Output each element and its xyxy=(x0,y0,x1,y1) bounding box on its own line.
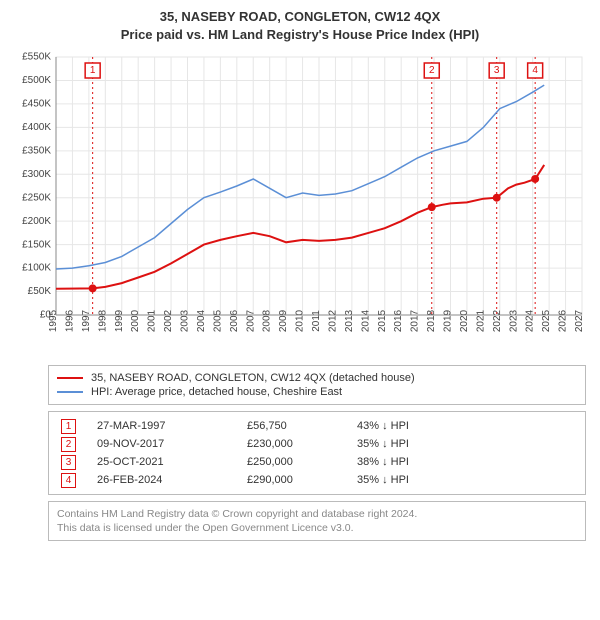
y-axis-label: £250K xyxy=(22,192,51,203)
event-dot xyxy=(531,175,539,183)
x-axis-label: 2019 xyxy=(443,310,454,333)
transaction-marker: 4 xyxy=(61,473,76,488)
y-axis-label: £50K xyxy=(28,286,52,297)
transaction-marker: 1 xyxy=(61,419,76,434)
transaction-marker: 2 xyxy=(61,437,76,452)
event-marker-number: 1 xyxy=(90,65,96,76)
y-axis-label: £100K xyxy=(22,263,51,274)
x-axis-label: 2020 xyxy=(459,310,470,333)
x-axis-label: 2027 xyxy=(574,310,585,333)
chart-area: £0£50K£100K£150K£200K£250K£300K£350K£400… xyxy=(10,49,590,359)
x-axis-label: 2011 xyxy=(311,310,322,332)
x-axis-label: 2026 xyxy=(558,310,569,333)
transaction-date: 09-NOV-2017 xyxy=(93,435,243,453)
x-axis-label: 2007 xyxy=(245,310,256,333)
x-axis-label: 1999 xyxy=(114,310,125,333)
x-axis-label: 2012 xyxy=(327,310,338,333)
down-arrow-icon: ↓ xyxy=(382,438,388,450)
y-axis-label: £200K xyxy=(22,216,51,227)
x-axis-label: 2009 xyxy=(278,310,289,333)
transaction-delta: 43% ↓ HPI xyxy=(353,417,577,435)
x-axis-label: 2002 xyxy=(163,310,174,333)
transaction-date: 26-FEB-2024 xyxy=(93,471,243,489)
x-axis-label: 1995 xyxy=(48,310,59,333)
event-dot xyxy=(493,194,501,202)
event-dot xyxy=(89,284,97,292)
transaction-row: 4 26-FEB-2024£290,00035% ↓ HPI xyxy=(57,471,577,489)
legend-swatch xyxy=(57,391,83,393)
legend-box: 35, NASEBY ROAD, CONGLETON, CW12 4QX (de… xyxy=(48,365,586,405)
x-axis-label: 2000 xyxy=(130,310,141,333)
x-axis-label: 2025 xyxy=(541,310,552,333)
x-axis-label: 2004 xyxy=(196,310,207,333)
x-axis-label: 2005 xyxy=(212,310,223,333)
x-axis-label: 1996 xyxy=(64,310,75,333)
x-axis-label: 2003 xyxy=(180,310,191,333)
x-axis-label: 2015 xyxy=(377,310,388,333)
x-axis-label: 2001 xyxy=(147,310,158,333)
down-arrow-icon: ↓ xyxy=(382,456,388,468)
chart-title-line1: 35, NASEBY ROAD, CONGLETON, CW12 4QX xyxy=(10,8,590,26)
transaction-price: £56,750 xyxy=(243,417,353,435)
legend-swatch xyxy=(57,377,83,379)
transaction-price: £250,000 xyxy=(243,453,353,471)
transactions-table: 1 27-MAR-1997£56,75043% ↓ HPI 2 09-NOV-2017… xyxy=(57,417,577,489)
event-marker-number: 2 xyxy=(429,65,435,76)
legend-label: HPI: Average price, detached house, Ches… xyxy=(91,386,342,398)
legend-label: 35, NASEBY ROAD, CONGLETON, CW12 4QX (de… xyxy=(91,372,415,384)
x-axis-label: 2006 xyxy=(229,310,240,333)
transactions-box: 1 27-MAR-1997£56,75043% ↓ HPI 2 09-NOV-2017… xyxy=(48,411,586,495)
transaction-price: £290,000 xyxy=(243,471,353,489)
attribution-box: Contains HM Land Registry data © Crown c… xyxy=(48,501,586,541)
transaction-delta: 35% ↓ HPI xyxy=(353,471,577,489)
down-arrow-icon: ↓ xyxy=(382,474,388,486)
x-axis-label: 2008 xyxy=(262,310,273,333)
y-axis-label: £300K xyxy=(22,169,51,180)
legend-row: 35, NASEBY ROAD, CONGLETON, CW12 4QX (de… xyxy=(57,371,577,385)
y-axis-label: £500K xyxy=(22,75,51,86)
y-axis-label: £550K xyxy=(22,52,51,63)
x-axis-label: 2014 xyxy=(360,310,371,333)
event-marker-number: 3 xyxy=(494,65,500,76)
x-axis-label: 2022 xyxy=(492,310,503,333)
transaction-delta: 35% ↓ HPI xyxy=(353,435,577,453)
transaction-row: 2 09-NOV-2017£230,00035% ↓ HPI xyxy=(57,435,577,453)
down-arrow-icon: ↓ xyxy=(382,420,388,432)
x-axis-label: 2010 xyxy=(295,310,306,333)
legend-row: HPI: Average price, detached house, Ches… xyxy=(57,385,577,399)
transaction-date: 25-OCT-2021 xyxy=(93,453,243,471)
chart-title-line2: Price paid vs. HM Land Registry's House … xyxy=(10,26,590,44)
x-axis-label: 2017 xyxy=(410,310,421,333)
transaction-date: 27-MAR-1997 xyxy=(93,417,243,435)
y-axis-label: £450K xyxy=(22,99,51,110)
x-axis-label: 2021 xyxy=(475,310,486,333)
event-marker-number: 4 xyxy=(532,65,538,76)
y-axis-label: £400K xyxy=(22,122,51,133)
attribution-line2: This data is licensed under the Open Gov… xyxy=(57,521,577,535)
transaction-delta: 38% ↓ HPI xyxy=(353,453,577,471)
x-axis-label: 1998 xyxy=(97,310,108,333)
x-axis-label: 2023 xyxy=(508,310,519,333)
transaction-marker: 3 xyxy=(61,455,76,470)
attribution-line1: Contains HM Land Registry data © Crown c… xyxy=(57,507,577,521)
x-axis-label: 2013 xyxy=(344,310,355,333)
x-axis-label: 2016 xyxy=(393,310,404,333)
event-dot xyxy=(428,203,436,211)
line-chart-svg: £0£50K£100K£150K£200K£250K£300K£350K£400… xyxy=(10,49,590,359)
transaction-row: 3 25-OCT-2021£250,00038% ↓ HPI xyxy=(57,453,577,471)
x-axis-label: 1997 xyxy=(81,310,92,333)
x-axis-label: 2024 xyxy=(525,310,536,333)
transaction-price: £230,000 xyxy=(243,435,353,453)
y-axis-label: £350K xyxy=(22,146,51,157)
transaction-row: 1 27-MAR-1997£56,75043% ↓ HPI xyxy=(57,417,577,435)
y-axis-label: £150K xyxy=(22,239,51,250)
